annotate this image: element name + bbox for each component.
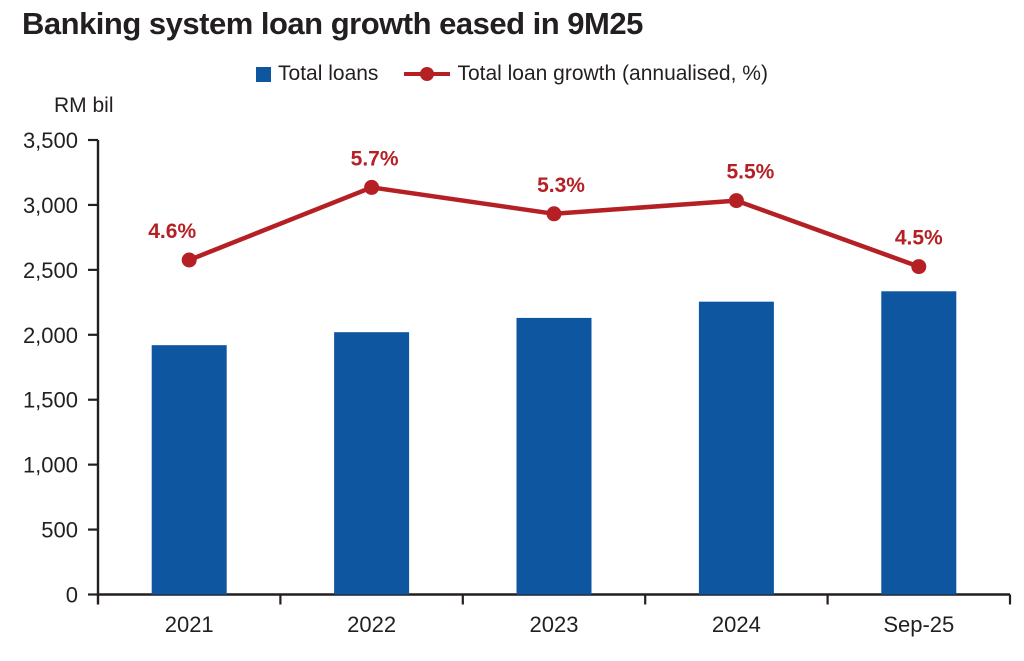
line-point-2023 (546, 206, 562, 222)
y-axis-unit-label: RM bil (54, 94, 114, 117)
y-axis-tick-label: 3,500 (23, 128, 78, 153)
bar-swatch-icon (256, 66, 272, 82)
line-marker-swatch-icon (404, 67, 451, 82)
bar-2022 (334, 332, 410, 595)
x-axis-category-label: 2023 (530, 612, 579, 637)
bar-2023 (516, 317, 592, 595)
y-axis-tick-label: 0 (66, 583, 78, 608)
x-axis-category-label: 2024 (712, 612, 761, 637)
line-dot-icon (420, 67, 435, 81)
growth-line (186, 185, 922, 269)
legend-item-loan-growth: Total loan growth (annualised, %) (404, 62, 768, 86)
x-axis-category-label: Sep-25 (883, 612, 954, 637)
legend-label-total-loans: Total loans (278, 62, 379, 85)
legend: Total loans Total loan growth (annualise… (0, 62, 1024, 86)
bar-2021 (151, 345, 227, 595)
legend-label-loan-growth: Total loan growth (annualised, %) (457, 62, 768, 85)
y-axis-tick-label: 2,000 (23, 323, 78, 348)
growth-data-label: 5.7% (351, 147, 399, 170)
chart-title: Banking system loan growth eased in 9M25 (22, 6, 643, 41)
bar-Sep-25 (881, 291, 957, 595)
y-axis-tick-label: 500 (41, 518, 78, 543)
y-axis-tick-label: 1,500 (23, 388, 78, 413)
line-point-2021 (181, 252, 197, 268)
x-axis-category-label: 2021 (165, 612, 214, 637)
growth-data-label: 4.6% (148, 220, 196, 243)
line-point-2024 (728, 193, 744, 209)
y-axis-tick-label: 3,000 (23, 193, 78, 218)
growth-data-label: 4.5% (895, 227, 943, 250)
growth-data-label: 5.5% (726, 161, 774, 184)
x-axis-category-label: 2022 (347, 612, 396, 637)
line-point-Sep-25 (911, 259, 927, 275)
y-axis-tick-label: 2,500 (23, 258, 78, 283)
line-point-2022 (364, 179, 380, 195)
bar-2024 (698, 301, 774, 595)
growth-data-label: 5.3% (537, 174, 585, 197)
y-axis-tick-label: 1,000 (23, 453, 78, 478)
legend-item-total-loans: Total loans (256, 62, 378, 86)
